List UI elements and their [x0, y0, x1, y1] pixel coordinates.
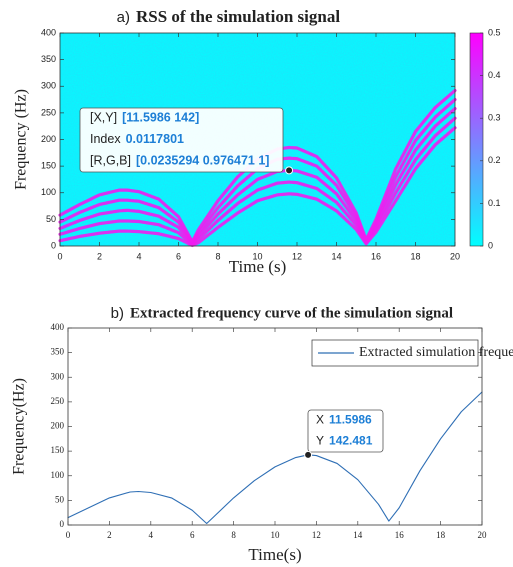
datatip-value: [0.0235294 0.976471 1]: [136, 154, 269, 168]
x-tick-label: 10: [252, 251, 262, 261]
x-axis-label: Time(s): [248, 545, 301, 564]
datatip-key: [R,G,B]: [90, 154, 131, 168]
x-tick-label: 0: [66, 530, 71, 540]
y-tick-label: 250: [51, 396, 65, 406]
datatip-row: [R,G,B] [0.0235294 0.976471 1]: [90, 154, 269, 168]
x-tick-label: 16: [371, 251, 381, 261]
datatip-row: Y 142.481: [316, 434, 373, 448]
colorbar-tick-label: 0.5: [488, 27, 501, 37]
y-tick-label: 100: [51, 470, 65, 480]
datatip-key: Y: [316, 434, 324, 448]
x-tick-label: 20: [450, 251, 460, 261]
datatip-key: [X,Y]: [90, 111, 117, 125]
x-tick-label: 18: [436, 530, 446, 540]
x-tick-label: 14: [331, 251, 341, 261]
y-tick-label: 200: [51, 421, 65, 431]
datatip-row: [X,Y] [11.5986 142]: [90, 111, 199, 125]
y-tick-label: 100: [41, 187, 56, 197]
x-axis-label: Time (s): [229, 257, 286, 276]
x-tick-label: 16: [395, 530, 405, 540]
datatip-box: [79, 107, 284, 173]
ridge: [58, 126, 457, 248]
y-tick-label: 300: [41, 81, 56, 91]
datatip-marker: [285, 166, 294, 175]
x-tick-label: 20: [478, 530, 488, 540]
y-tick-label: 400: [51, 322, 65, 332]
y-tick-label: 50: [46, 214, 56, 224]
y-tick-label: 0: [60, 519, 65, 529]
y-axis-label: Frequency(Hz): [11, 378, 28, 475]
panel-label: b): [111, 305, 124, 322]
datatip-row: Index 0.0117801: [90, 132, 184, 146]
x-tick-label: 10: [271, 530, 281, 540]
y-tick-label: 150: [51, 445, 65, 455]
datatip-value: 142.481: [329, 434, 373, 448]
x-tick-label: 0: [57, 251, 62, 261]
x-tick-label: 6: [190, 530, 195, 540]
y-tick-label: 300: [51, 371, 65, 381]
datatip-row: X 11.5986: [316, 413, 372, 427]
y-tick-label: 350: [41, 54, 56, 64]
x-tick-label: 4: [136, 251, 141, 261]
y-tick-label: 400: [41, 27, 56, 37]
colorbar: [469, 32, 484, 247]
datatip-value: 0.0117801: [126, 132, 184, 146]
chart-title: Extracted frequency curve of the simulat…: [130, 305, 453, 321]
ridge: [58, 116, 457, 247]
colorbar-tick-label: 0.2: [488, 155, 501, 165]
x-tick-label: 18: [410, 251, 420, 261]
colorbar-tick-label: 0.1: [488, 198, 501, 208]
y-tick-label: 50: [55, 494, 65, 504]
legend-label: Extracted simulation frequency: [359, 345, 513, 360]
datatip-value: [11.5986 142]: [122, 111, 199, 125]
x-tick-label: 8: [215, 251, 220, 261]
y-tick-label: 200: [41, 134, 56, 144]
datatip-key: Index: [90, 132, 121, 146]
line: [67, 391, 483, 525]
x-tick-label: 12: [292, 251, 302, 261]
datatip-key: X: [316, 413, 324, 427]
datatip-marker: [304, 450, 313, 459]
x-tick-label: 6: [176, 251, 181, 261]
colorbar-tick-label: 0: [488, 240, 493, 250]
chart-title: RSS of the simulation signal: [136, 7, 340, 26]
y-tick-label: 250: [41, 107, 56, 117]
x-tick-label: 8: [231, 530, 236, 540]
datatip-value: 11.5986: [329, 413, 372, 427]
y-tick-label: 0: [51, 240, 56, 250]
x-tick-label: 14: [353, 530, 363, 540]
x-tick-label: 12: [312, 530, 321, 540]
datatip-box: [307, 409, 384, 453]
y-axis-label: Frequency (Hz): [13, 89, 30, 190]
y-tick-label: 150: [41, 161, 56, 171]
x-tick-label: 4: [149, 530, 154, 540]
y-tick-label: 350: [51, 347, 65, 357]
colorbar-tick-label: 0.4: [488, 70, 501, 80]
panel-label: a): [117, 9, 130, 26]
x-tick-label: 2: [107, 530, 112, 540]
colorbar-tick-label: 0.3: [488, 113, 501, 123]
x-tick-label: 2: [97, 251, 102, 261]
